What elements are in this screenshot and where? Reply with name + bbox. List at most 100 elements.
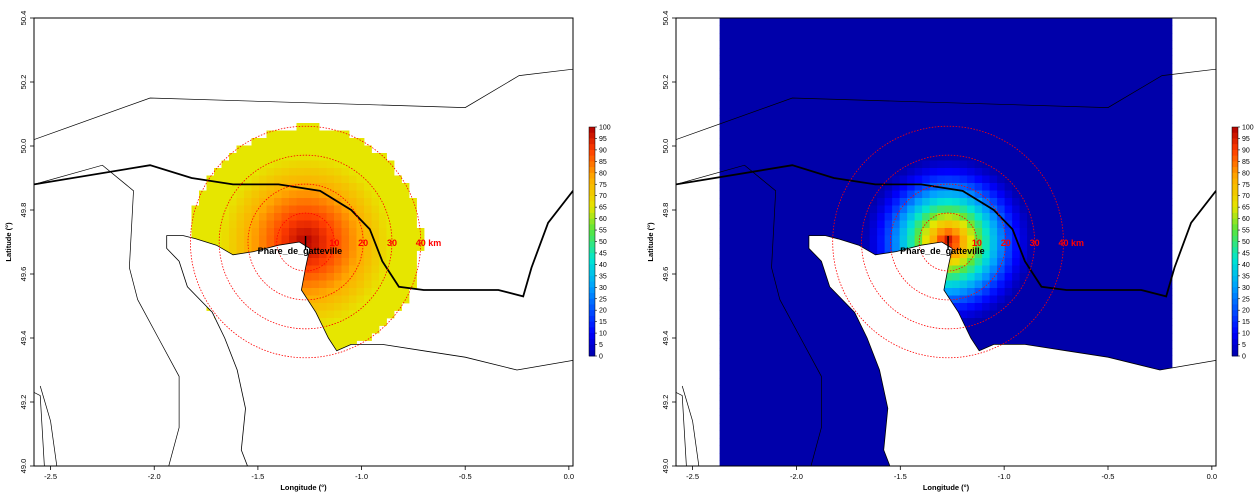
- raster-cell: [839, 93, 848, 101]
- raster-cell: [794, 145, 803, 154]
- raster-cell: [967, 145, 976, 154]
- raster-cell: [1012, 115, 1021, 124]
- colorbar-tick-label: 90: [599, 147, 607, 154]
- raster-cell: [1162, 243, 1171, 251]
- raster-cell: [937, 228, 946, 236]
- raster-cell: [884, 235, 893, 244]
- raster-cell: [967, 295, 976, 304]
- raster-cell: [1004, 33, 1013, 41]
- raster-cell: [847, 130, 856, 139]
- raster-cell: [794, 303, 803, 311]
- raster-cell: [854, 213, 863, 221]
- raster-cell: [229, 243, 237, 251]
- raster-cell: [1049, 205, 1058, 214]
- raster-cell: [922, 138, 931, 146]
- raster-cell: [854, 333, 863, 341]
- raster-cell: [809, 115, 818, 124]
- raster-cell: [952, 33, 961, 41]
- raster-cell: [959, 115, 968, 124]
- raster-cell: [199, 228, 207, 236]
- raster-cell: [757, 235, 766, 244]
- raster-cell: [824, 295, 833, 304]
- raster-cell: [802, 415, 811, 424]
- raster-cell: [742, 25, 751, 34]
- raster-cell: [1102, 333, 1111, 341]
- raster-cell: [734, 115, 743, 124]
- raster-cell: [967, 288, 976, 296]
- raster-cell: [386, 213, 395, 221]
- raster-cell: [742, 250, 751, 259]
- raster-cell: [847, 138, 856, 146]
- raster-cell: [1049, 318, 1058, 326]
- raster-cell: [922, 63, 931, 71]
- raster-cell: [839, 100, 848, 109]
- raster-cell: [349, 198, 357, 206]
- raster-cell: [1057, 273, 1066, 281]
- raster-cell: [749, 340, 758, 349]
- raster-cell: [1012, 138, 1021, 146]
- raster-cell: [1094, 108, 1103, 116]
- colorbar-swatch: [1232, 298, 1238, 305]
- raster-cell: [922, 33, 931, 41]
- raster-cell: [1117, 348, 1126, 356]
- colorbar-swatch: [1232, 241, 1238, 248]
- raster-cell: [1042, 288, 1051, 296]
- colorbar-swatch: [1232, 144, 1238, 151]
- raster-cell: [787, 213, 796, 221]
- raster-cell: [349, 220, 357, 229]
- raster-cell: [311, 168, 320, 176]
- raster-cell: [824, 63, 833, 71]
- raster-cell: [1079, 205, 1088, 214]
- raster-cell: [1102, 258, 1111, 266]
- raster-cell: [742, 288, 751, 296]
- raster-cell: [364, 160, 372, 169]
- raster-cell: [884, 93, 893, 101]
- raster-cell: [854, 318, 863, 326]
- raster-cell: [356, 198, 365, 206]
- raster-cell: [1117, 115, 1126, 124]
- raster-cell: [1147, 295, 1156, 304]
- raster-cell: [1004, 258, 1013, 266]
- raster-cell: [1072, 48, 1081, 56]
- raster-cell: [379, 213, 387, 221]
- raster-cell: [334, 310, 342, 319]
- raster-cell: [802, 40, 811, 49]
- raster-cell: [386, 168, 395, 176]
- raster-cell: [1012, 55, 1021, 64]
- raster-cell: [1139, 18, 1148, 26]
- raster-cell: [1117, 183, 1126, 191]
- raster-cell: [1072, 123, 1081, 131]
- raster-cell: [907, 70, 916, 79]
- raster-cell: [862, 145, 871, 154]
- raster-cell: [1072, 55, 1081, 64]
- raster-cell: [832, 310, 841, 319]
- raster-cell: [809, 85, 818, 94]
- raster-cell: [296, 168, 305, 176]
- raster-cell: [787, 265, 796, 274]
- raster-cell: [221, 205, 230, 214]
- raster-cell: [967, 235, 976, 244]
- raster-cell: [772, 78, 781, 86]
- raster-cell: [989, 213, 998, 221]
- raster-cell: [1012, 228, 1021, 236]
- raster-cell: [1154, 288, 1163, 296]
- raster-cell: [1057, 55, 1066, 64]
- raster-cell: [326, 220, 335, 229]
- raster-cell: [794, 460, 803, 466]
- raster-cell: [772, 160, 781, 169]
- raster-cell: [1154, 310, 1163, 319]
- raster-cell: [734, 303, 743, 311]
- raster-cell: [847, 235, 856, 244]
- raster-cell: [1169, 138, 1173, 146]
- raster-cell: [817, 220, 826, 229]
- raster-cell: [974, 205, 983, 214]
- raster-cell: [854, 408, 863, 416]
- raster-cell: [1154, 48, 1163, 56]
- raster-cell: [719, 430, 728, 439]
- raster-cell: [779, 310, 788, 319]
- raster-cell: [982, 265, 991, 274]
- raster-cell: [974, 153, 983, 161]
- raster-cell: [296, 235, 305, 244]
- raster-cell: [772, 183, 781, 191]
- raster-cell: [1087, 70, 1096, 79]
